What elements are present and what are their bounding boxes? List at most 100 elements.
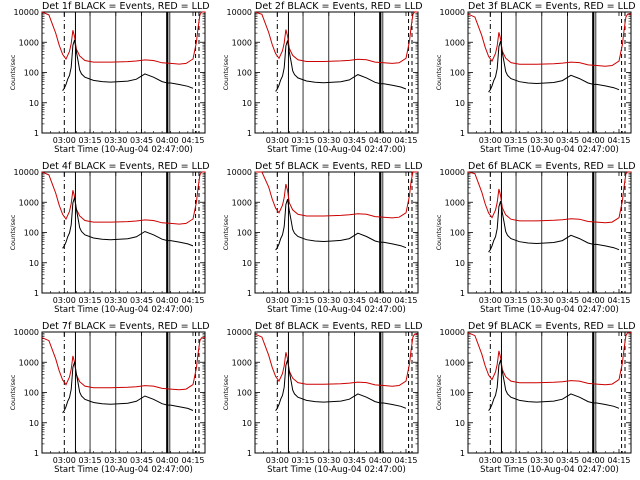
panel-title: Det 6f BLACK = Events, RED = LLD [468,161,636,172]
y-tick-label: 10000 [227,168,252,177]
y-tick-label: 10 [455,99,465,108]
y-tick-label: 100 [24,229,39,238]
x-tick-label: 03:15 [505,456,528,465]
y-tick-label: 1000 [19,38,39,47]
detector-panel: Det 2f BLACK = Events, RED = LLD 1 10 100 10… [222,1,423,155]
y-axis-label: Counts/sec [435,214,443,250]
lld-series-line [41,337,205,391]
x-tick-label: 04:00 [156,296,179,305]
plot-frame [467,331,632,454]
x-tick-label: 03:45 [343,296,366,305]
y-tick-label: 1000 [232,358,252,367]
y-tick-label: 10 [242,99,252,108]
y-tick-label: 10000 [227,8,252,17]
x-tick-label: 03:45 [130,456,153,465]
events-series-line [275,199,407,251]
x-tick-label: 03:45 [130,136,153,145]
x-tick-label: 03:30 [530,456,553,465]
x-tick-label: 03:45 [556,456,579,465]
x-tick-label: 03:00 [266,136,289,145]
lld-series-line [467,171,631,224]
y-tick-label: 10 [29,259,39,268]
x-tick-label: 03:45 [343,136,366,145]
events-series-line [62,361,194,414]
y-tick-label: 1 [460,449,465,458]
panel-title: Det 9f BLACK = Events, RED = LLD [468,321,636,332]
y-tick-label: 10 [29,419,39,428]
x-tick-label: 03:15 [79,456,102,465]
y-tick-label: 100 [237,69,252,78]
x-tick-label: 03:00 [479,456,502,465]
y-tick-label: 10 [242,419,252,428]
events-series-line [488,41,620,93]
lld-series-line [254,333,418,387]
y-tick-label: 1 [34,129,39,138]
x-tick-label: 03:00 [479,296,502,305]
x-tick-label: 03:30 [104,296,127,305]
lld-series-line [467,13,631,67]
detector-panel: Det 9f BLACK = Events, RED = LLD 1 10 100 10… [435,321,636,475]
x-tick-label: 03:30 [104,136,127,145]
x-tick-label: 03:45 [343,456,366,465]
x-tick-label: 04:00 [369,296,392,305]
y-tick-label: 1 [34,449,39,458]
y-tick-label: 10000 [227,328,252,337]
y-tick-label: 100 [237,229,252,238]
x-tick-label: 04:15 [181,296,204,305]
events-series-line [62,197,194,249]
x-tick-label: 03:30 [104,456,127,465]
x-tick-label: 04:00 [582,296,605,305]
x-tick-label: 03:15 [292,296,315,305]
y-tick-label: 100 [24,69,39,78]
x-tick-label: 04:15 [181,136,204,145]
y-tick-label: 10000 [14,8,39,17]
y-tick-label: 1000 [19,358,39,367]
y-axis-label: Counts/sec [435,374,443,410]
x-tick-label: 03:15 [292,456,315,465]
x-axis-label: Start Time (10-Aug-04 02:47:00) [267,465,406,475]
x-tick-label: 04:15 [181,456,204,465]
detector-panel: Det 6f BLACK = Events, RED = LLD 1 10 100 10… [435,161,636,315]
x-tick-label: 03:15 [292,136,315,145]
lld-series-line [254,11,418,64]
plot-frame [41,11,206,134]
panel-title: Det 7f BLACK = Events, RED = LLD [42,321,210,332]
detector-panel: Det 7f BLACK = Events, RED = LLD 1 10 100 10… [9,321,210,475]
y-tick-label: 1000 [445,358,465,367]
y-axis-label: Counts/sec [9,54,17,90]
y-tick-label: 10 [455,259,465,268]
detector-panel: Det 8f BLACK = Events, RED = LLD 1 10 100 10… [222,321,423,475]
events-series-line [62,39,194,91]
plot-frame [254,11,419,134]
events-series-line [488,359,620,411]
x-tick-label: 04:15 [607,136,630,145]
lld-series-line [467,332,631,386]
y-axis-label: Counts/sec [222,54,230,90]
x-tick-label: 03:15 [505,136,528,145]
x-tick-label: 03:00 [479,136,502,145]
x-axis-label: Start Time (10-Aug-04 02:47:00) [267,145,406,155]
y-tick-label: 10000 [440,168,465,177]
y-tick-label: 1 [247,129,252,138]
panel-title: Det 5f BLACK = Events, RED = LLD [255,161,423,172]
x-tick-label: 04:00 [156,456,179,465]
y-tick-label: 1000 [232,38,252,47]
lld-series-line [41,171,205,225]
plot-frame [467,171,632,294]
x-tick-label: 03:15 [79,136,102,145]
detector-panel: Det 5f BLACK = Events, RED = LLD 1 10 100 10… [222,161,423,315]
x-tick-label: 03:30 [317,296,340,305]
x-tick-label: 04:00 [369,456,392,465]
x-tick-label: 03:30 [530,296,553,305]
events-series-line [488,201,620,253]
y-tick-label: 1 [247,449,252,458]
x-tick-label: 04:00 [156,136,179,145]
x-tick-label: 03:15 [79,296,102,305]
y-tick-label: 1000 [445,38,465,47]
y-tick-label: 100 [450,69,465,78]
y-tick-label: 1 [34,289,39,298]
x-tick-label: 04:15 [394,136,417,145]
x-tick-label: 04:15 [607,296,630,305]
